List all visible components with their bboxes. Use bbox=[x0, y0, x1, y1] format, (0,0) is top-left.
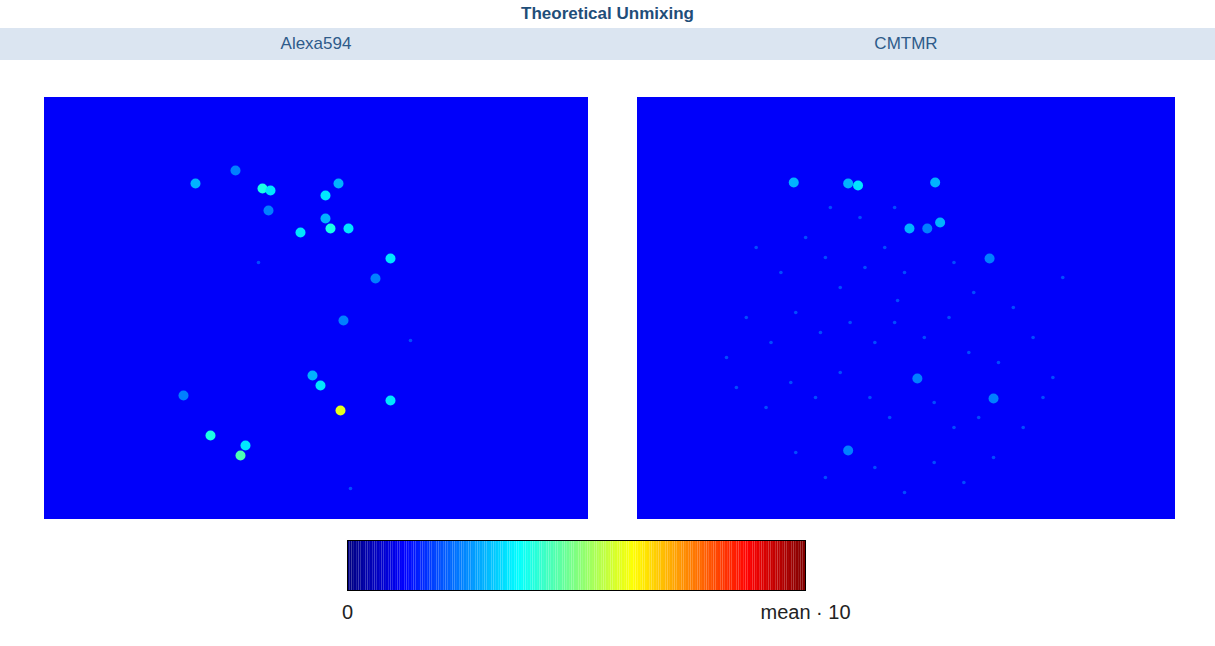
html-text:Alexa594: Alexa594 bbox=[280, 34, 352, 53]
svg-text:mean · 10: mean · 10 bbox=[760, 601, 850, 623]
html-text:Theoretical Unmixing: Theoretical Unmixing bbox=[521, 4, 694, 23]
html-text:CMTMR: CMTMR bbox=[874, 34, 938, 53]
svg-text:0: 0 bbox=[342, 601, 353, 623]
